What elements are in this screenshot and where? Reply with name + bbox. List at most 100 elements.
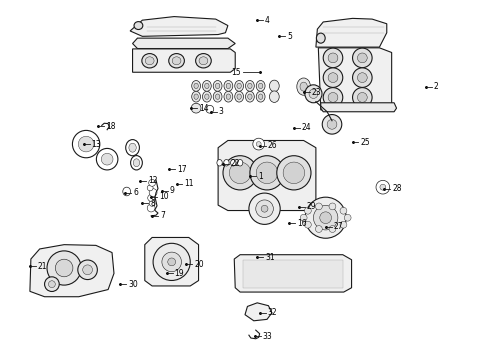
Text: 9: 9 (170, 186, 174, 195)
Text: 10: 10 (159, 192, 169, 201)
Circle shape (328, 53, 338, 63)
Ellipse shape (194, 94, 198, 99)
Text: 6: 6 (133, 188, 138, 197)
Ellipse shape (256, 91, 265, 102)
Ellipse shape (237, 83, 242, 89)
Circle shape (147, 185, 153, 191)
Circle shape (249, 193, 280, 224)
Ellipse shape (172, 57, 181, 65)
Ellipse shape (126, 140, 140, 156)
Ellipse shape (224, 91, 233, 102)
Circle shape (322, 114, 342, 134)
Text: 26: 26 (268, 141, 277, 150)
Text: 28: 28 (392, 184, 402, 193)
Circle shape (45, 277, 59, 292)
Circle shape (376, 180, 390, 194)
Circle shape (283, 162, 305, 184)
Circle shape (147, 204, 155, 212)
Ellipse shape (245, 91, 254, 102)
Circle shape (147, 194, 154, 201)
Ellipse shape (270, 91, 279, 103)
Circle shape (149, 201, 155, 206)
Ellipse shape (133, 159, 140, 167)
Ellipse shape (142, 54, 157, 68)
Circle shape (101, 153, 113, 165)
Circle shape (323, 68, 343, 87)
Text: 23: 23 (312, 87, 321, 96)
Text: 3: 3 (219, 107, 223, 116)
Ellipse shape (192, 81, 200, 91)
Circle shape (256, 200, 273, 217)
Circle shape (256, 141, 261, 147)
Circle shape (323, 87, 343, 107)
Ellipse shape (145, 57, 154, 65)
Text: 13: 13 (92, 140, 101, 149)
Polygon shape (218, 140, 316, 211)
Circle shape (352, 87, 372, 107)
Ellipse shape (129, 143, 136, 152)
Ellipse shape (305, 85, 322, 103)
Ellipse shape (202, 91, 211, 102)
Ellipse shape (231, 159, 236, 166)
Circle shape (153, 243, 190, 280)
Ellipse shape (224, 159, 229, 166)
Text: 7: 7 (160, 211, 165, 220)
Ellipse shape (235, 81, 244, 91)
Circle shape (162, 252, 181, 272)
Circle shape (300, 214, 307, 221)
Polygon shape (234, 255, 351, 292)
Text: 24: 24 (302, 123, 311, 132)
Ellipse shape (194, 83, 198, 89)
Text: 31: 31 (265, 253, 275, 262)
Circle shape (223, 156, 257, 190)
Text: 16: 16 (297, 219, 306, 228)
Circle shape (352, 68, 372, 87)
Polygon shape (243, 260, 343, 288)
Ellipse shape (317, 33, 325, 43)
Ellipse shape (258, 83, 263, 89)
Circle shape (261, 205, 268, 212)
Ellipse shape (213, 81, 222, 91)
Polygon shape (318, 48, 392, 110)
Circle shape (256, 162, 278, 184)
Ellipse shape (196, 54, 211, 68)
Ellipse shape (270, 80, 279, 92)
Circle shape (327, 120, 337, 129)
Circle shape (277, 156, 311, 190)
Circle shape (344, 214, 351, 221)
Ellipse shape (224, 81, 233, 91)
Text: 14: 14 (199, 104, 209, 113)
Ellipse shape (169, 54, 184, 68)
Circle shape (148, 179, 155, 186)
Text: 33: 33 (263, 332, 272, 341)
Circle shape (357, 53, 367, 63)
Circle shape (323, 48, 343, 68)
Ellipse shape (199, 57, 208, 65)
Ellipse shape (213, 91, 222, 102)
Ellipse shape (217, 159, 222, 166)
Text: 20: 20 (194, 260, 204, 269)
Ellipse shape (247, 83, 252, 89)
Circle shape (316, 203, 322, 210)
Circle shape (314, 206, 338, 230)
Text: 8: 8 (150, 199, 155, 208)
Ellipse shape (256, 81, 265, 91)
Circle shape (250, 156, 284, 190)
Ellipse shape (297, 78, 311, 95)
Text: 4: 4 (265, 16, 270, 25)
Text: 29: 29 (307, 202, 316, 211)
Text: 12: 12 (148, 176, 157, 185)
Circle shape (168, 258, 175, 266)
Polygon shape (130, 17, 228, 36)
Text: 17: 17 (177, 165, 187, 174)
Ellipse shape (131, 156, 142, 170)
Ellipse shape (205, 94, 209, 99)
Polygon shape (145, 238, 198, 286)
Polygon shape (133, 49, 235, 72)
Circle shape (305, 197, 346, 238)
Text: 21: 21 (38, 262, 47, 271)
Polygon shape (30, 245, 114, 297)
Text: 2: 2 (434, 82, 439, 91)
Circle shape (380, 184, 386, 190)
Circle shape (340, 221, 347, 228)
